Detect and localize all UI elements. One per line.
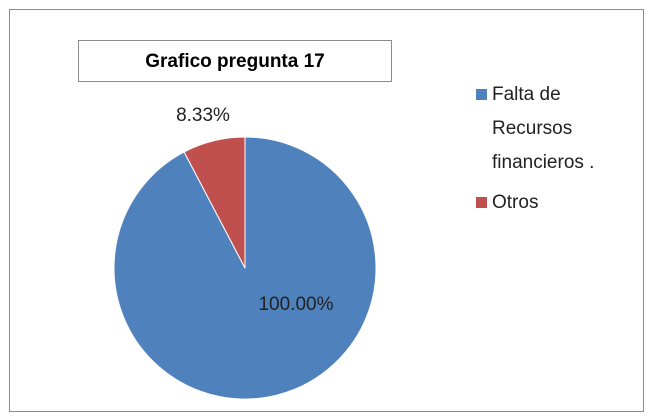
legend-label: Otros (492, 192, 539, 213)
legend-swatch (476, 89, 487, 100)
data-label: 8.33% (176, 105, 230, 126)
legend: Falta de Recursos financieros . Otros (476, 78, 626, 220)
chart-title: Grafico pregunta 17 (145, 51, 325, 72)
legend-item: Falta de Recursos financieros . (476, 78, 626, 180)
legend-item: Otros (476, 186, 626, 220)
title-box (78, 40, 392, 82)
data-label: 100.00% (258, 294, 333, 315)
pie (113, 136, 377, 400)
legend-swatch (476, 197, 487, 208)
legend-label: Falta de Recursos financieros . (492, 84, 595, 173)
pie-slice (183, 136, 246, 269)
